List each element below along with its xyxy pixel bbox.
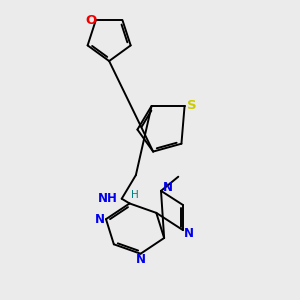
Text: N: N (184, 227, 194, 240)
Text: S: S (187, 100, 196, 112)
Text: N: N (163, 181, 173, 194)
Text: H: H (131, 190, 139, 200)
Text: O: O (85, 14, 97, 27)
Text: N: N (136, 253, 146, 266)
Text: NH: NH (98, 192, 118, 205)
Text: N: N (95, 213, 105, 226)
